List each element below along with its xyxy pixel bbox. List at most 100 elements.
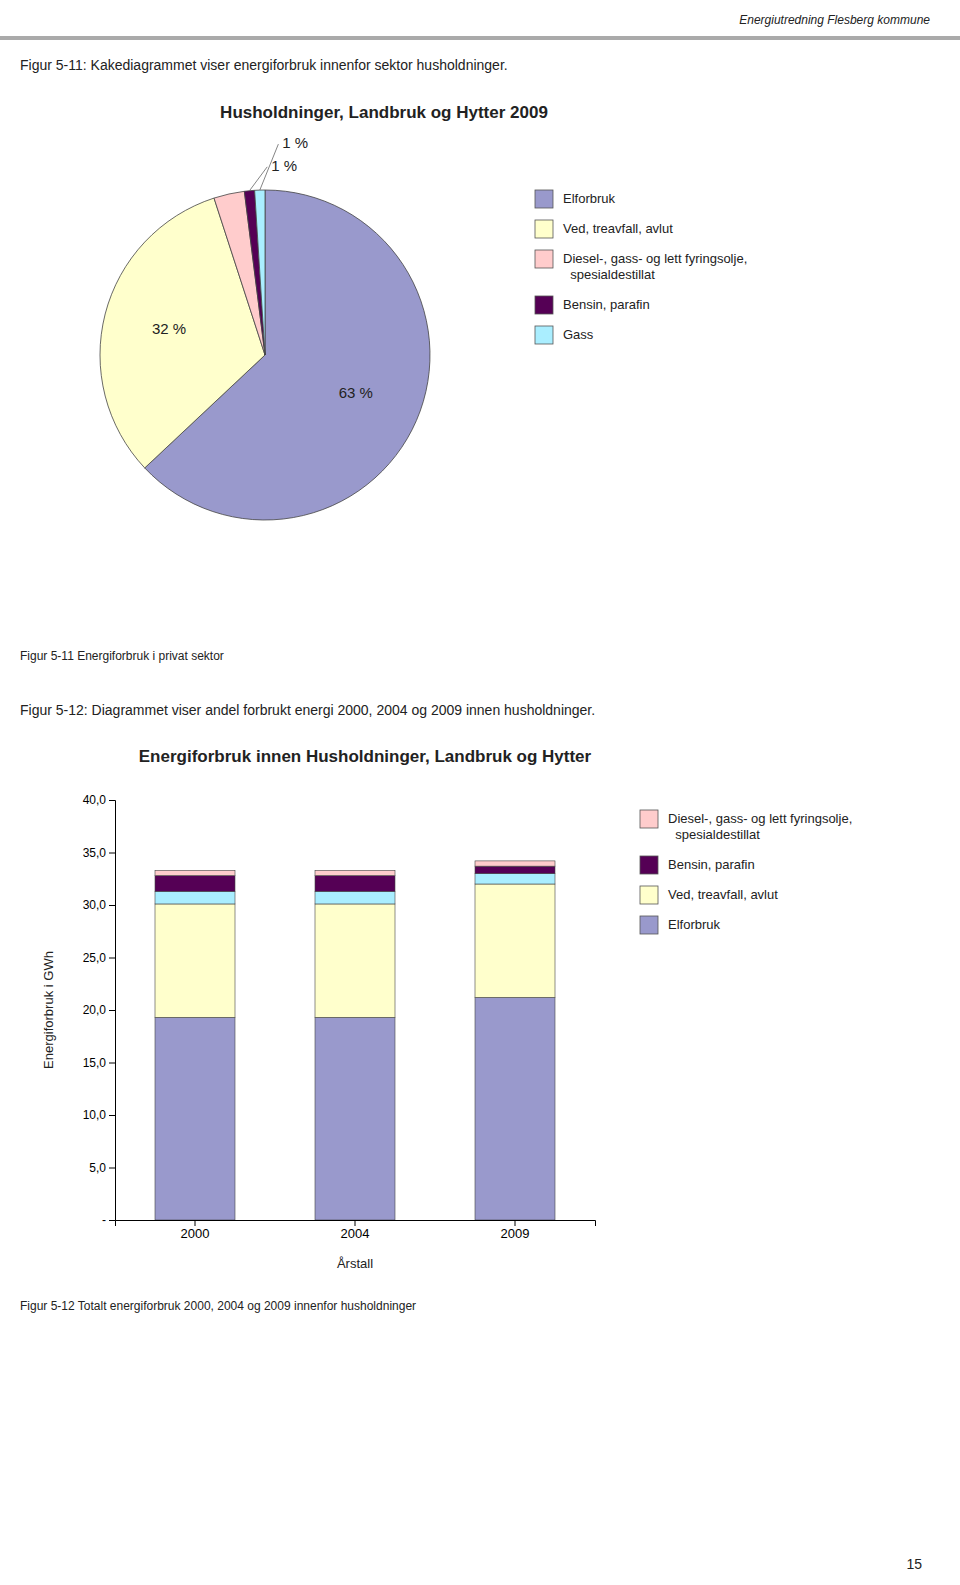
chart-title: Energiforbruk innen Husholdninger, Landb… — [139, 747, 592, 766]
tick-label: 2000 — [181, 1226, 210, 1241]
label-leader — [260, 144, 279, 190]
legend: Diesel-, gass- og lett fyringsolje, spes… — [640, 810, 852, 934]
page: Energiutredning Flesberg kommune Figur 5-… — [0, 0, 960, 1585]
tick-label: 5,0 — [89, 1161, 106, 1175]
legend-item: Diesel-, gass- og lett fyringsolje, spes… — [535, 250, 747, 282]
legend-swatch — [535, 220, 553, 238]
legend-item: Ved, treavfall, avlut — [535, 220, 673, 238]
tick-mark — [109, 958, 115, 959]
text-line: spesialdestillat — [563, 267, 655, 282]
y-tick: 20,0 — [83, 1003, 115, 1017]
legend-label: Bensin, parafin — [563, 297, 650, 312]
data-label: 63 % — [339, 384, 373, 401]
tick-mark — [515, 1220, 516, 1226]
tick-mark — [109, 853, 115, 854]
bar — [475, 866, 555, 873]
legend-item: Elforbruk — [640, 916, 721, 934]
bar — [315, 870, 395, 875]
bar — [155, 876, 235, 892]
plot: - 5,0 10,0 15,0 20,0 25,0 30,0 35,0 40,0 2000 2004… — [41, 793, 596, 1271]
legend-label: Bensin, parafin — [668, 857, 755, 872]
text-line: Figur 5-11: Kakediagrammet viser energif… — [20, 57, 508, 73]
text-line: 1 % — [282, 134, 308, 151]
legend-swatch — [535, 296, 553, 314]
data-label: 1 % — [282, 134, 308, 151]
text-line: Energiforbruk i GWh — [41, 951, 56, 1069]
text-line: Energiforbruk innen Husholdninger, Landb… — [139, 747, 592, 766]
tick-label: 2004 — [341, 1226, 370, 1241]
y-tick: 35,0 — [83, 846, 115, 860]
tick-label: 2009 — [501, 1226, 530, 1241]
tick-label: 35,0 — [83, 846, 107, 860]
bar — [475, 874, 555, 885]
data-label: 32 % — [152, 320, 186, 337]
bar — [475, 997, 555, 1220]
text-line: Elforbruk — [563, 191, 616, 206]
tick-mark — [195, 1220, 196, 1226]
text-line: 32 % — [152, 320, 186, 337]
bar — [315, 1017, 395, 1220]
text-line: Ved, treavfall, avlut — [563, 221, 673, 236]
tick-label: 40,0 — [83, 793, 107, 807]
x-tick: 2000 — [181, 1220, 210, 1241]
bar — [315, 891, 395, 904]
header-rule — [0, 36, 960, 40]
text-line: spesialdestillat — [668, 827, 760, 842]
legend-item: Ved, treavfall, avlut — [640, 886, 778, 904]
bar — [155, 904, 235, 1017]
tick-mark — [109, 800, 115, 801]
tick-mark — [109, 1063, 115, 1064]
legend-item: Elforbruk — [535, 190, 616, 208]
legend-swatch — [640, 856, 658, 874]
text-line: Husholdninger, Landbruk og Hytter 2009 — [220, 103, 548, 122]
annotation: Figur 5-12: Diagrammet viser andel forbr… — [20, 702, 595, 718]
legend-label: Ved, treavfall, avlut — [668, 887, 778, 902]
legend-item: Bensin, parafin — [640, 856, 755, 874]
tick-label: 10,0 — [83, 1108, 107, 1122]
text-line: Diesel-, gass- og lett fyringsolje, — [563, 251, 747, 266]
y-tick: 25,0 — [83, 951, 115, 965]
text-line: 63 % — [339, 384, 373, 401]
legend-swatch — [535, 190, 553, 208]
legend-item: Bensin, parafin — [535, 296, 650, 314]
legend-swatch — [640, 916, 658, 934]
bar — [155, 891, 235, 904]
y-tick: 5,0 — [89, 1161, 115, 1175]
text-line: Bensin, parafin — [668, 857, 755, 872]
legend-label: Elforbruk — [563, 191, 616, 206]
tick-mark — [109, 1115, 115, 1116]
tick-label: 20,0 — [83, 1003, 107, 1017]
axis-domain — [109, 801, 116, 1221]
tick-label: 30,0 — [83, 898, 107, 912]
text-line: Årstall — [337, 1256, 373, 1271]
annotation: Figur 5-11 Energiforbruk i privat sektor — [20, 649, 224, 663]
y-tick: 40,0 — [83, 793, 115, 807]
pie-slice — [255, 190, 265, 355]
pie-slice — [244, 190, 265, 355]
bar — [475, 884, 555, 997]
bar — [155, 1017, 235, 1220]
page-header: Energiutredning Flesberg kommune — [739, 13, 930, 27]
legend-swatch — [640, 886, 658, 904]
chart-title: Husholdninger, Landbruk og Hytter 2009 — [220, 103, 548, 122]
x-axis-title: Årstall — [337, 1256, 373, 1271]
text-line: Gass — [563, 327, 594, 342]
text-line: Bensin, parafin — [563, 297, 650, 312]
page-number: 15 — [906, 1556, 922, 1572]
x-axis: 2000 2004 2009 — [116, 1220, 596, 1241]
text-line: Energiutredning Flesberg kommune — [739, 13, 930, 27]
pie: 63 %32 %1 %1 % — [100, 134, 430, 520]
tick-mark — [109, 1168, 115, 1169]
legend-item: Gass — [535, 326, 594, 344]
tick-label: 15,0 — [83, 1056, 107, 1070]
text-line: Ved, treavfall, avlut — [668, 887, 778, 902]
annotation: Figur 5-11: Kakediagrammet viser energif… — [20, 57, 508, 73]
y-tick: 15,0 — [83, 1056, 115, 1070]
tick-label: 25,0 — [83, 951, 107, 965]
legend-item: Diesel-, gass- og lett fyringsolje, spes… — [640, 810, 852, 842]
y-tick: - — [102, 1213, 115, 1227]
legend-swatch — [640, 810, 658, 828]
tick-mark — [355, 1220, 356, 1226]
legend-swatch — [535, 326, 553, 344]
legend-label: Ved, treavfall, avlut — [563, 221, 673, 236]
